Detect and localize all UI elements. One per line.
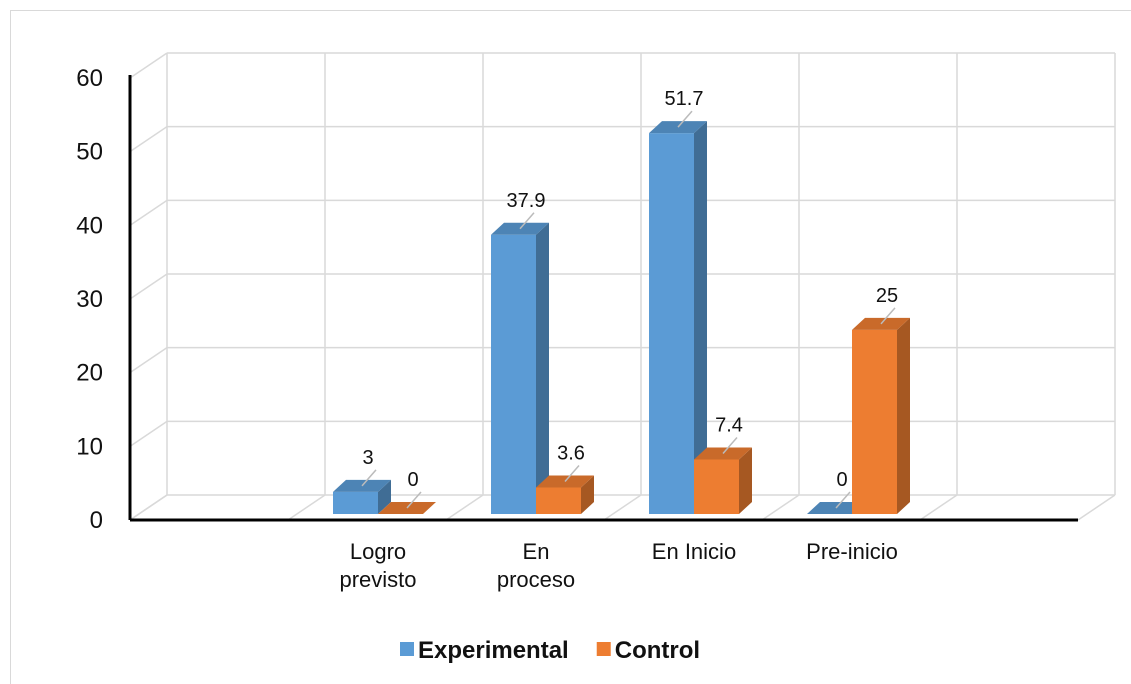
- x-tick-label: Pre-inicio: [806, 539, 898, 564]
- x-tick-label: Logro previsto: [339, 539, 417, 592]
- grid-line: [129, 420, 168, 447]
- grid-line: [129, 347, 168, 374]
- legend-label: Control: [615, 637, 700, 664]
- bar-side: [897, 317, 910, 514]
- leader-line: [564, 464, 580, 482]
- bar-side: [536, 222, 549, 514]
- floor-line: [603, 494, 642, 521]
- bar-front: [536, 487, 581, 514]
- frame: [10, 10, 1131, 684]
- bar-side: [581, 475, 594, 514]
- bar-side: [739, 447, 752, 514]
- y-tick-label: 40: [76, 212, 103, 239]
- data-label: 37.9: [507, 190, 546, 212]
- grid-line: [129, 199, 168, 226]
- leader-line: [835, 491, 851, 509]
- leader-line: [406, 491, 422, 509]
- bar: [491, 222, 549, 514]
- legend-label: Experimental: [418, 637, 569, 664]
- bar-front: [491, 234, 536, 514]
- y-tick-label: 20: [76, 360, 103, 387]
- x-tick-label: En Inicio: [651, 539, 737, 564]
- y-tick-label: 30: [76, 286, 103, 313]
- bar-front: [694, 459, 739, 514]
- leader-line: [361, 469, 377, 487]
- floor-line: [761, 494, 800, 521]
- floor-line: [919, 494, 958, 521]
- y-tick-label: 60: [76, 65, 103, 92]
- bar-front: [852, 329, 897, 514]
- x-tick-label: En proceso: [496, 539, 576, 592]
- bar: [852, 317, 910, 514]
- leader-line: [722, 436, 738, 454]
- bar-front: [649, 133, 694, 515]
- grid-line: [129, 273, 168, 300]
- leader-line: [880, 307, 896, 325]
- y-tick-label: 10: [76, 433, 103, 460]
- legend-swatch: [400, 642, 414, 656]
- data-label: 25: [876, 285, 898, 307]
- bar-side: [694, 121, 707, 514]
- floor-line: [129, 494, 168, 521]
- grid-line: [129, 126, 168, 153]
- bar: [649, 121, 707, 515]
- bar-front: [333, 491, 378, 514]
- bar: [694, 447, 752, 514]
- y-tick-label: 50: [76, 139, 103, 166]
- leader-line: [519, 212, 535, 230]
- floor-line: [445, 494, 484, 521]
- data-label: 7.4: [715, 414, 743, 436]
- data-label: 51.7: [665, 88, 704, 110]
- grid-line: [129, 52, 168, 79]
- y-tick-label: 0: [90, 507, 103, 534]
- bar: [333, 479, 391, 514]
- bar-side: [378, 479, 391, 514]
- floor-line: [1077, 494, 1116, 521]
- data-label: 0: [836, 469, 847, 491]
- data-label: 3.6: [557, 442, 585, 464]
- legend-swatch: [596, 642, 611, 656]
- floor-line: [287, 494, 326, 521]
- data-label: 0: [407, 469, 418, 491]
- data-label: 3: [362, 447, 373, 469]
- leader-line: [677, 110, 693, 128]
